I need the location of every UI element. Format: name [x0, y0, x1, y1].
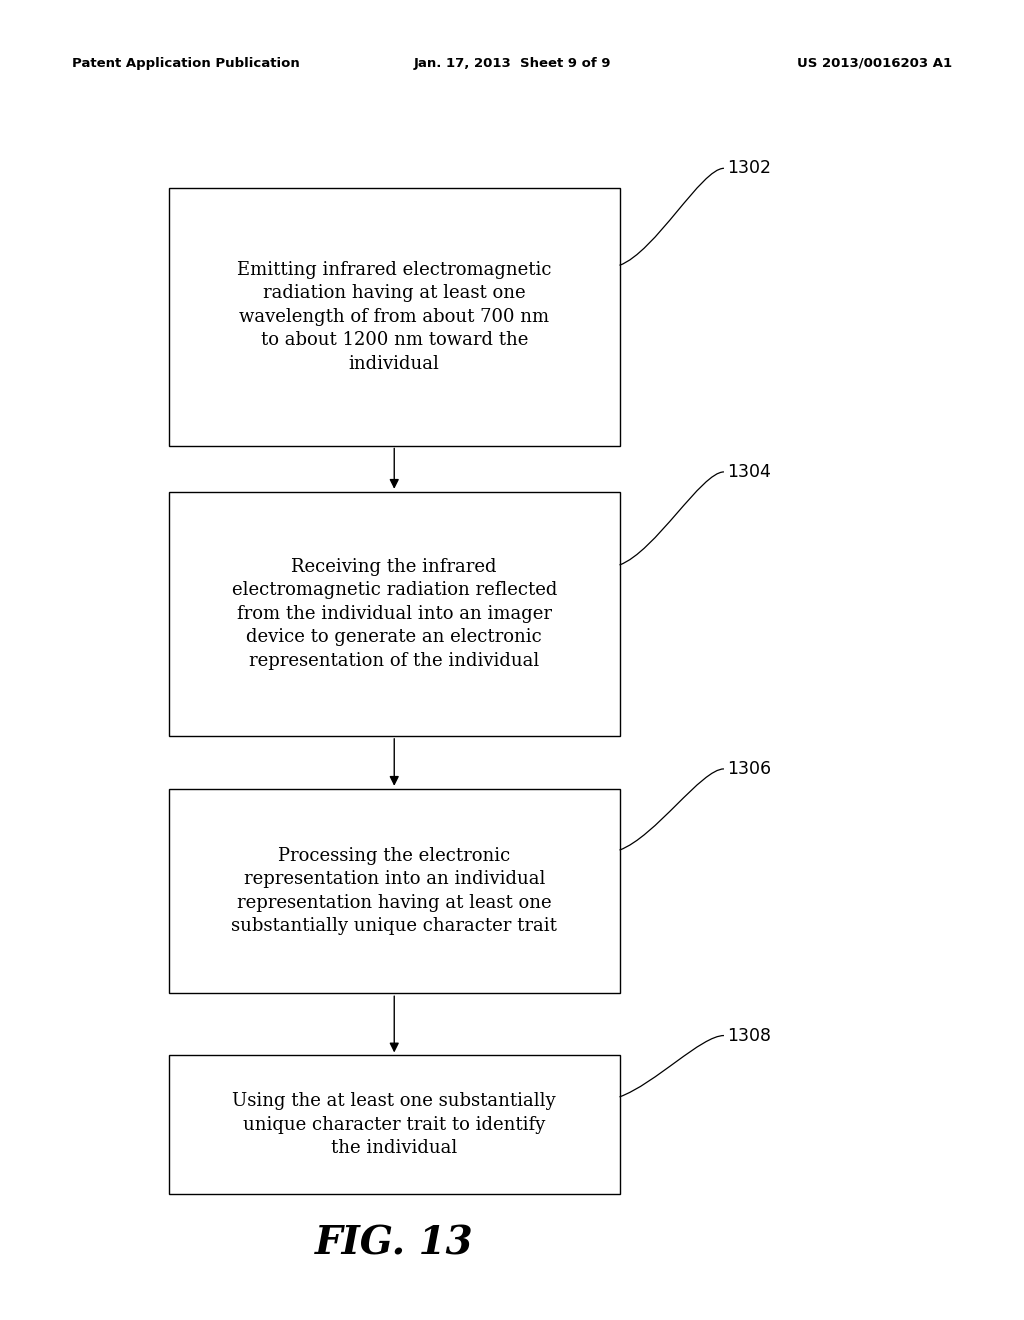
- Text: 1302: 1302: [727, 160, 771, 177]
- Text: 1306: 1306: [727, 760, 771, 777]
- Text: 1308: 1308: [727, 1027, 771, 1044]
- Text: Jan. 17, 2013  Sheet 9 of 9: Jan. 17, 2013 Sheet 9 of 9: [414, 57, 610, 70]
- Text: 1304: 1304: [727, 463, 771, 480]
- Text: FIG. 13: FIG. 13: [315, 1225, 473, 1262]
- Text: Using the at least one substantially
unique character trait to identify
the indi: Using the at least one substantially uni…: [232, 1092, 556, 1158]
- Text: Processing the electronic
representation into an individual
representation havin: Processing the electronic representation…: [231, 846, 557, 936]
- Bar: [169, 189, 620, 446]
- Bar: [169, 1056, 620, 1193]
- Text: Emitting infrared electromagnetic
radiation having at least one
wavelength of fr: Emitting infrared electromagnetic radiat…: [237, 260, 552, 374]
- Text: Patent Application Publication: Patent Application Publication: [72, 57, 299, 70]
- Bar: [169, 789, 620, 993]
- Bar: [169, 492, 620, 737]
- Text: Receiving the infrared
electromagnetic radiation reflected
from the individual i: Receiving the infrared electromagnetic r…: [231, 557, 557, 671]
- Text: US 2013/0016203 A1: US 2013/0016203 A1: [798, 57, 952, 70]
